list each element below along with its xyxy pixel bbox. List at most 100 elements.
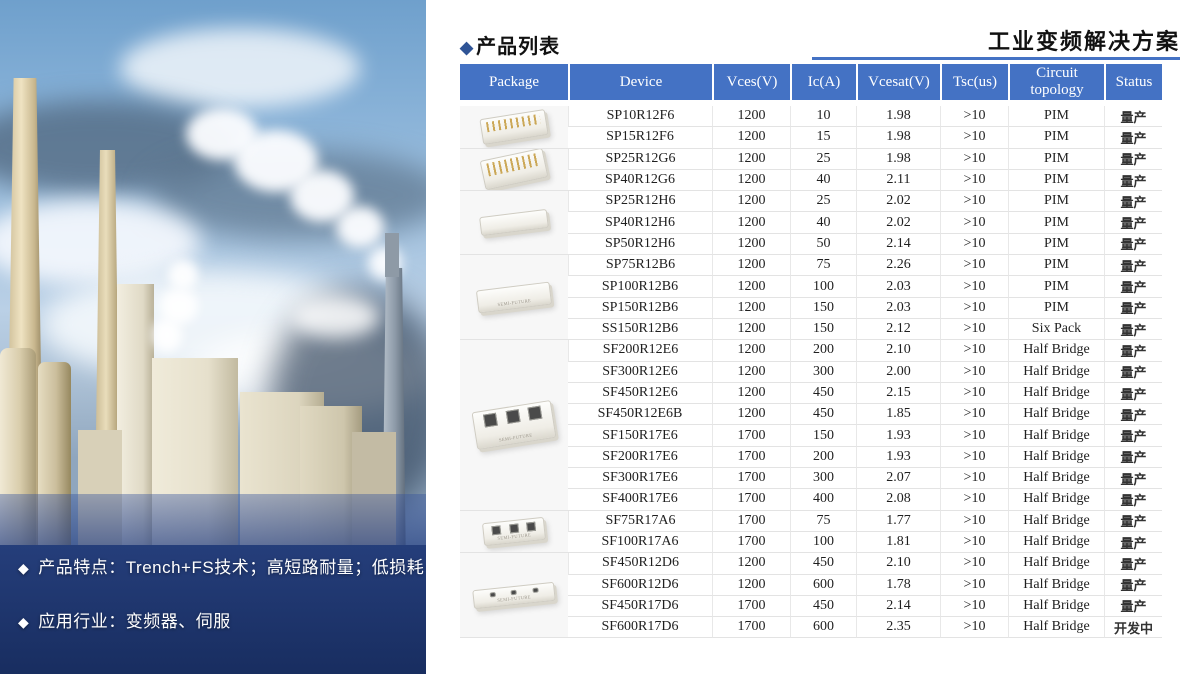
blue-overlay xyxy=(0,494,426,674)
topology-cell: PIM xyxy=(1008,255,1104,277)
tsc-cell: >10 xyxy=(940,468,1008,490)
table-row: SF100R17A6 1700 100 1.81 >10 Half Bridge 量产 xyxy=(460,531,1162,554)
status-cell: 量产 xyxy=(1104,468,1162,490)
table-row: SF450R17D6 1700 450 2.14 >10 Half Bridge 量产 xyxy=(460,595,1162,618)
package-cell: SEMI-FUTURE xyxy=(460,255,568,341)
ic-cell: 450 xyxy=(790,404,856,426)
package-module-image: SEMI-FUTURE xyxy=(471,399,557,450)
product-table: Package Device Vces(V) Ic(A) Vcesat(V) Tsc(us… xyxy=(460,64,1162,639)
package-module-image: SEMI-FUTURE xyxy=(475,281,553,314)
table-row: SEMI-FUTURE SF200R12E6 1200 200 2.10 >10 Half … xyxy=(460,340,1162,511)
tsc-cell: >10 xyxy=(940,340,1008,362)
tsc-cell: >10 xyxy=(940,617,1008,639)
diamond-icon: ◆ xyxy=(460,38,475,57)
vces-cell: 1200 xyxy=(712,255,790,277)
ic-cell: 200 xyxy=(790,446,856,469)
section-title: ◆ 产品列表 xyxy=(460,30,560,59)
device-cell: SP40R12H6 xyxy=(568,212,712,234)
ic-cell: 25 xyxy=(790,148,856,170)
topology-cell: PIM xyxy=(1008,297,1104,319)
package-module-image xyxy=(479,209,549,237)
ic-cell: 450 xyxy=(790,553,856,575)
device-cell: SF450R17D6 xyxy=(568,596,712,618)
vcesat-cell: 2.10 xyxy=(856,340,940,362)
tsc-cell: >10 xyxy=(940,382,1008,405)
ic-cell: 400 xyxy=(790,489,856,511)
package-cell: SEMI-FUTURE xyxy=(460,553,568,639)
topology-cell: PIM xyxy=(1008,148,1104,170)
status-cell: 量产 xyxy=(1104,404,1162,426)
table-row: SP40R12G6 1200 40 2.11 >10 PIM 量产 xyxy=(460,169,1162,192)
status-cell: 量产 xyxy=(1104,574,1162,596)
status-cell: 量产 xyxy=(1104,382,1162,405)
ic-cell: 150 xyxy=(790,425,856,447)
vcesat-cell: 1.98 xyxy=(856,148,940,170)
device-cell: SF150R17E6 xyxy=(568,425,712,447)
tsc-cell: >10 xyxy=(940,318,1008,341)
ic-cell: 75 xyxy=(790,510,856,532)
device-cell: SF450R12E6 xyxy=(568,383,712,405)
device-cell: SF300R17E6 xyxy=(568,468,712,490)
topology-cell: PIM xyxy=(1008,169,1104,192)
topology-cell: Half Bridge xyxy=(1008,617,1104,639)
table-row: SEMI-FUTURE SF75R17A6 1700 75 1.77 >10 Half Br… xyxy=(460,510,1162,554)
device-cell: SF200R17E6 xyxy=(568,447,712,469)
status-cell: 量产 xyxy=(1104,191,1162,213)
column-header-package: Package xyxy=(460,64,568,106)
topology-cell: Half Bridge xyxy=(1008,553,1104,575)
column-header-circuit-topology: Circuit topology xyxy=(1008,64,1104,106)
device-cell: SF100R17A6 xyxy=(568,532,712,554)
vces-cell: 1700 xyxy=(712,617,790,639)
table-header-row: Package Device Vces(V) Ic(A) Vcesat(V) Tsc(us… xyxy=(460,64,1162,106)
table-row: SP100R12B6 1200 100 2.03 >10 PIM 量产 xyxy=(460,276,1162,298)
ic-cell: 40 xyxy=(790,169,856,192)
vces-cell: 1700 xyxy=(712,468,790,490)
device-cell: SF450R12D6 xyxy=(568,553,712,575)
package-module-image: SEMI-FUTURE xyxy=(472,581,556,610)
ic-cell: 25 xyxy=(790,191,856,213)
package-cell: SEMI-FUTURE xyxy=(460,340,568,511)
vcesat-cell: 2.10 xyxy=(856,553,940,575)
package-module-image xyxy=(479,148,549,191)
ic-cell: 40 xyxy=(790,212,856,234)
vces-cell: 1200 xyxy=(712,340,790,362)
device-cell: SP150R12B6 xyxy=(568,298,712,319)
package-cell xyxy=(460,106,568,149)
module-brand-label: SEMI-FUTURE xyxy=(499,433,534,444)
package-cell xyxy=(460,148,568,192)
package-cell: SEMI-FUTURE xyxy=(460,510,568,554)
status-cell: 开发中 xyxy=(1104,617,1162,639)
status-cell: 量产 xyxy=(1104,106,1162,128)
status-cell: 量产 xyxy=(1104,127,1162,149)
table-row: SF600R12D6 1200 600 1.78 >10 Half Bridge 量产 xyxy=(460,574,1162,596)
device-cell: SP75R12B6 xyxy=(568,255,712,277)
topology-cell: Half Bridge xyxy=(1008,489,1104,511)
table-row: SEMI-FUTURE SP75R12B6 1200 75 2.26 >10 PIM 量产 xyxy=(460,255,1162,341)
tsc-cell: >10 xyxy=(940,595,1008,618)
vcesat-cell: 1.85 xyxy=(856,404,940,426)
table-row: SF300R12E6 1200 300 2.00 >10 Half Bridge 量产 xyxy=(460,361,1162,383)
topology-cell: Half Bridge xyxy=(1008,361,1104,383)
ic-cell: 50 xyxy=(790,233,856,256)
vcesat-cell: 1.93 xyxy=(856,425,940,447)
vces-cell: 1200 xyxy=(712,553,790,575)
vces-cell: 1200 xyxy=(712,169,790,192)
tsc-cell: >10 xyxy=(940,255,1008,277)
tsc-cell: >10 xyxy=(940,404,1008,426)
device-cell: SP15R12F6 xyxy=(568,127,712,149)
diamond-icon: ◆ xyxy=(18,614,30,630)
tsc-cell: >10 xyxy=(940,531,1008,554)
vces-cell: 1700 xyxy=(712,489,790,511)
topology-cell: Half Bridge xyxy=(1008,595,1104,618)
table-row: SF200R17E6 1700 200 1.93 >10 Half Bridge 量产 xyxy=(460,446,1162,469)
page-title: 工业变频解决方案 xyxy=(987,29,1180,54)
ic-cell: 300 xyxy=(790,468,856,490)
column-header-device: Device xyxy=(568,64,712,106)
table-row: SF400R17E6 1700 400 2.08 >10 Half Bridge 量产 xyxy=(460,489,1162,511)
vcesat-cell: 2.07 xyxy=(856,468,940,490)
table-row: SP10R12F6 1200 10 1.98 >10 PIM 量产 xyxy=(460,106,1162,149)
tsc-cell: >10 xyxy=(940,510,1008,532)
vcesat-cell: 2.12 xyxy=(856,318,940,341)
topology-cell: Half Bridge xyxy=(1008,574,1104,596)
table-row: SS150R12B6 1200 150 2.12 >10 Six Pack 量产 xyxy=(460,318,1162,341)
